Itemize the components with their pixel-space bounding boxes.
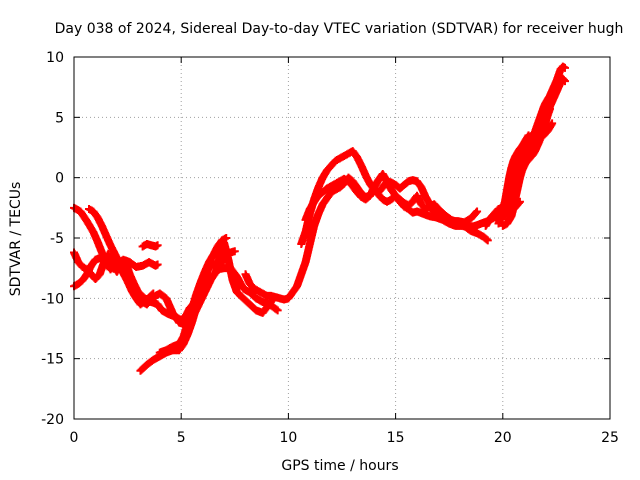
series-satellite-track-n bbox=[500, 119, 557, 221]
series-satellite-track-g bbox=[155, 234, 231, 357]
x-tick-label: 25 bbox=[601, 430, 619, 446]
data-point bbox=[230, 247, 239, 256]
data-point bbox=[548, 119, 557, 128]
y-axis-ticks: -20 -15 -10 -5 0 5 10 bbox=[41, 50, 610, 428]
data-point bbox=[560, 63, 569, 72]
data-point bbox=[473, 207, 482, 216]
y-tick-label: -5 bbox=[50, 231, 64, 247]
x-axis-ticks: 0 5 10 15 20 25 bbox=[70, 57, 619, 446]
data-series bbox=[70, 62, 569, 375]
data-point bbox=[560, 77, 569, 86]
series-satellite-track-j bbox=[301, 170, 492, 245]
y-tick-label: 0 bbox=[55, 171, 64, 187]
x-tick-label: 0 bbox=[70, 430, 79, 446]
y-tick-label: -15 bbox=[41, 352, 64, 368]
x-axis-label: GPS time / hours bbox=[281, 458, 398, 474]
series-satellite-track-e bbox=[138, 240, 162, 251]
x-tick-label: 10 bbox=[279, 430, 297, 446]
data-point bbox=[483, 236, 492, 245]
grid-lines bbox=[74, 57, 610, 419]
y-tick-label: 5 bbox=[55, 110, 64, 126]
x-tick-label: 15 bbox=[387, 430, 405, 446]
data-point bbox=[273, 306, 282, 315]
series-satellite-track-d bbox=[85, 205, 158, 309]
data-point bbox=[222, 234, 231, 242]
chart-title: Day 038 of 2024, Sidereal Day-to-day VTE… bbox=[55, 21, 624, 37]
y-tick-label: -10 bbox=[41, 291, 64, 307]
y-axis-label: SDTVAR / TECUs bbox=[8, 182, 24, 297]
y-tick-label: 10 bbox=[46, 50, 64, 66]
data-point bbox=[153, 260, 162, 269]
data-point bbox=[153, 241, 162, 250]
data-point bbox=[149, 289, 158, 298]
x-tick-label: 5 bbox=[177, 430, 186, 446]
data-point bbox=[545, 104, 554, 113]
x-tick-label: 20 bbox=[494, 430, 512, 446]
y-tick-label: -20 bbox=[41, 412, 64, 428]
